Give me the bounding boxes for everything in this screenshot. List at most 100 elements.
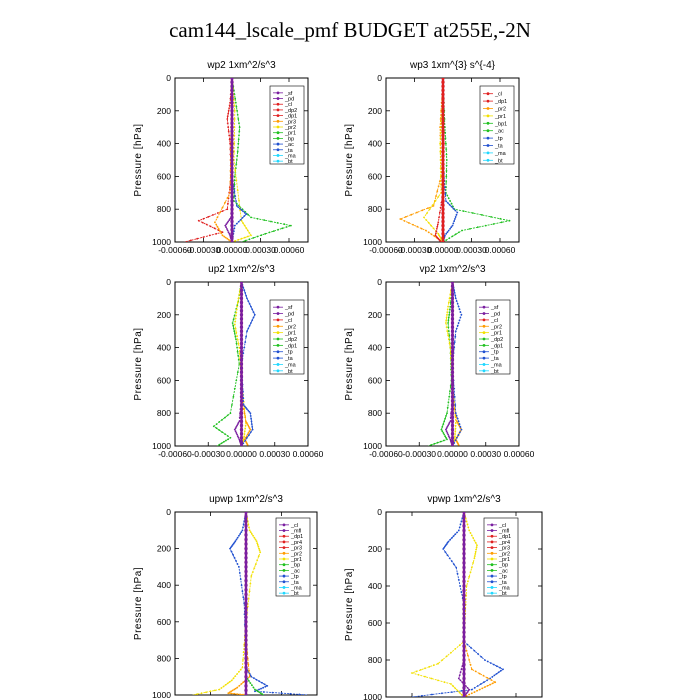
x-tick-label: 0.00030 — [259, 449, 290, 459]
series-marker — [462, 649, 466, 653]
series-marker — [239, 399, 244, 403]
series-marker — [450, 378, 455, 382]
series-marker — [227, 202, 229, 205]
legend-marker — [276, 148, 280, 152]
series-marker — [253, 313, 256, 316]
legend-entry: _pr2 — [284, 324, 296, 330]
legend-marker — [276, 131, 280, 135]
series-marker — [467, 580, 469, 583]
series-marker — [236, 433, 239, 436]
series-marker — [457, 444, 460, 446]
series-marker — [237, 354, 240, 357]
series-marker — [453, 563, 455, 566]
series-marker — [444, 137, 447, 140]
x-tick-label: 0.00000 — [437, 449, 468, 459]
series-marker — [441, 133, 445, 137]
series-marker — [432, 227, 435, 230]
series-marker — [241, 217, 244, 219]
series-marker — [450, 399, 455, 403]
x-tick-label: 0.00060 — [485, 245, 516, 255]
series-marker — [448, 297, 451, 300]
x-tick-label: -0.00030 — [191, 449, 225, 459]
series-marker — [236, 346, 239, 349]
series-marker — [482, 674, 485, 677]
series-marker — [439, 167, 442, 170]
series-marker — [239, 329, 244, 333]
series-marker — [437, 662, 439, 665]
series-marker — [226, 237, 229, 240]
series-marker — [472, 537, 474, 539]
series-marker — [250, 420, 253, 423]
series-marker — [251, 684, 253, 687]
y-tick-label: 0 — [377, 277, 382, 287]
series-marker — [466, 686, 469, 689]
series-marker — [446, 308, 449, 311]
series-marker — [230, 174, 234, 178]
series-marker — [493, 674, 496, 677]
series-marker — [476, 689, 478, 692]
legend-entry: _ta — [498, 580, 508, 586]
series-marker — [200, 692, 203, 695]
series-marker — [244, 533, 248, 537]
legend-entry: _ta — [284, 148, 294, 154]
series-marker — [258, 680, 261, 683]
series-marker — [440, 201, 443, 204]
series-marker — [433, 442, 436, 445]
series-marker — [462, 556, 466, 560]
legend-entry: _bt — [490, 369, 499, 375]
series-marker — [458, 526, 461, 529]
series-marker — [445, 428, 447, 431]
series-marker — [244, 611, 248, 615]
series-marker — [236, 301, 239, 304]
series-marker — [436, 225, 439, 228]
series-marker — [254, 538, 257, 541]
legend-entry: _bt — [498, 591, 507, 597]
series-marker — [240, 531, 243, 533]
legend-entry: _ma — [490, 362, 503, 368]
series-marker — [404, 216, 407, 218]
series-marker — [403, 220, 406, 222]
series-marker — [252, 311, 255, 313]
series-marker — [454, 404, 457, 406]
legend-marker — [482, 331, 486, 335]
series-marker — [270, 220, 272, 223]
series-marker — [245, 227, 248, 230]
series-marker — [230, 146, 234, 150]
series-marker — [450, 370, 455, 374]
series-marker — [234, 317, 237, 320]
series-marker — [266, 685, 269, 687]
series-marker — [450, 436, 455, 440]
legend-entry: _ac — [494, 129, 504, 135]
series-marker — [470, 566, 473, 569]
series-marker — [447, 435, 450, 438]
series-marker — [450, 428, 455, 432]
series-marker — [239, 354, 244, 358]
series-marker — [254, 690, 256, 693]
series-marker — [244, 292, 247, 294]
series-marker — [281, 227, 284, 230]
series-marker — [239, 428, 244, 432]
series-marker — [441, 426, 444, 428]
legend-marker — [282, 591, 286, 595]
series-marker — [436, 223, 439, 226]
series-marker — [450, 292, 455, 296]
series-marker — [445, 430, 448, 433]
series-marker — [439, 237, 442, 239]
series-marker — [244, 579, 248, 583]
series-marker — [227, 438, 230, 441]
series-marker — [221, 431, 224, 433]
series-marker — [231, 689, 234, 692]
series-marker — [441, 92, 445, 96]
series-marker — [242, 210, 245, 213]
series-marker — [462, 686, 466, 690]
legend-entry: _cl — [290, 523, 298, 529]
series-marker — [244, 542, 248, 546]
series-marker — [490, 216, 492, 218]
series-marker — [230, 109, 234, 113]
series-marker — [459, 311, 462, 313]
x-tick-label: -0.00060 — [369, 245, 403, 255]
series-marker — [446, 202, 449, 204]
series-marker — [454, 533, 457, 536]
series-marker — [228, 691, 231, 694]
series-marker — [456, 324, 459, 327]
